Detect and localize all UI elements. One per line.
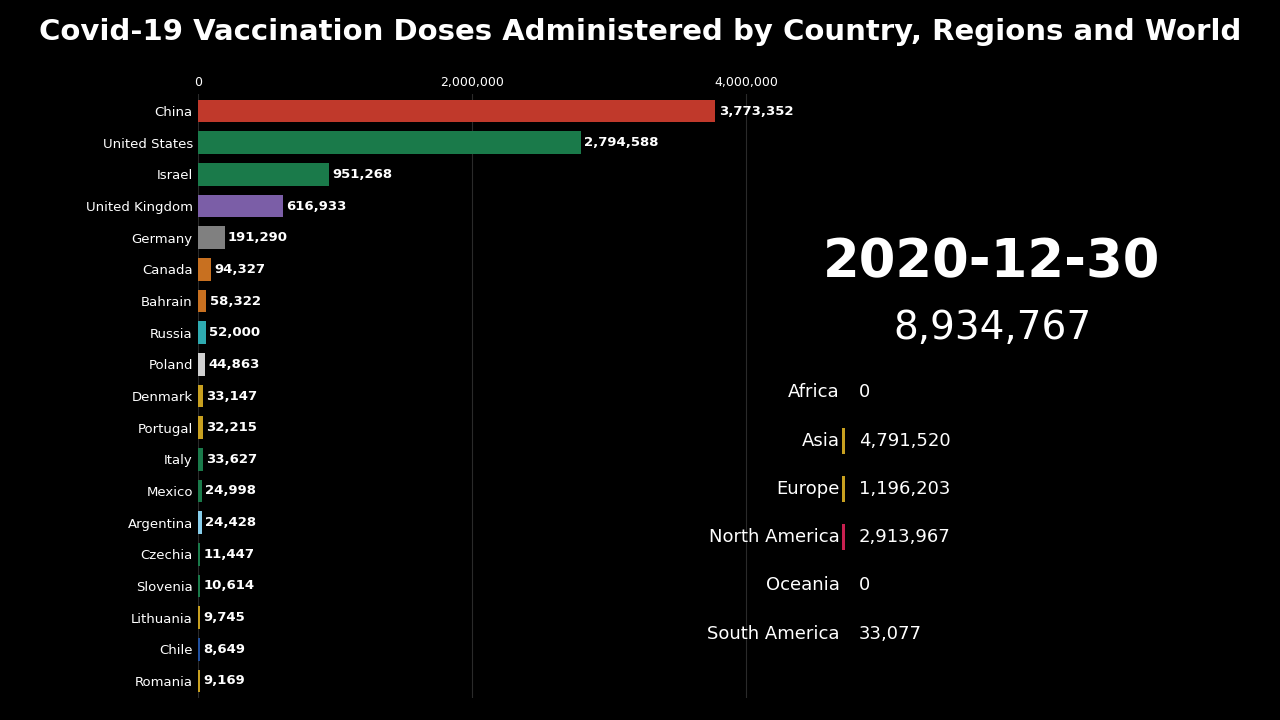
Text: 0: 0 — [859, 576, 870, 595]
Bar — [198, 480, 202, 503]
Bar — [198, 575, 200, 598]
Text: 9,169: 9,169 — [204, 675, 244, 688]
Text: 191,290: 191,290 — [228, 231, 288, 244]
Text: 2,794,588: 2,794,588 — [585, 136, 659, 149]
Text: Europe: Europe — [776, 480, 840, 498]
Text: 33,077: 33,077 — [859, 624, 922, 642]
Text: 2020-12-30: 2020-12-30 — [823, 237, 1161, 289]
Bar — [198, 543, 200, 566]
Bar — [198, 448, 204, 471]
Text: 4,791,520: 4,791,520 — [859, 431, 951, 449]
Text: 9,745: 9,745 — [204, 611, 244, 624]
Text: 2,913,967: 2,913,967 — [859, 528, 951, 546]
Text: 33,147: 33,147 — [206, 390, 257, 402]
Bar — [198, 226, 224, 249]
Bar — [198, 258, 211, 281]
Text: 11,447: 11,447 — [204, 548, 255, 561]
Bar — [198, 353, 205, 376]
Text: 44,863: 44,863 — [207, 358, 260, 371]
Text: Oceania: Oceania — [765, 576, 840, 595]
Text: 52,000: 52,000 — [209, 326, 260, 339]
Text: 33,627: 33,627 — [206, 453, 257, 466]
Text: Africa: Africa — [788, 383, 840, 401]
Bar — [198, 289, 206, 312]
Text: 58,322: 58,322 — [210, 294, 261, 307]
Text: 24,998: 24,998 — [205, 485, 256, 498]
Bar — [198, 194, 283, 217]
Text: 616,933: 616,933 — [287, 199, 347, 212]
Bar — [198, 606, 200, 629]
Text: 8,649: 8,649 — [204, 643, 244, 656]
Text: 3,773,352: 3,773,352 — [719, 104, 794, 117]
Bar — [198, 416, 202, 439]
Text: 0: 0 — [859, 383, 870, 401]
Text: 32,215: 32,215 — [206, 421, 257, 434]
Text: 951,268: 951,268 — [332, 168, 392, 181]
Text: South America: South America — [707, 624, 840, 642]
Text: Covid-19 Vaccination Doses Administered by Country, Regions and World: Covid-19 Vaccination Doses Administered … — [38, 18, 1242, 46]
Bar — [198, 384, 204, 408]
Bar — [198, 163, 329, 186]
Bar — [198, 321, 206, 344]
Text: North America: North America — [709, 528, 840, 546]
Text: 24,428: 24,428 — [205, 516, 256, 529]
Bar — [198, 511, 202, 534]
Text: 10,614: 10,614 — [204, 580, 255, 593]
Text: Asia: Asia — [801, 431, 840, 449]
Text: 94,327: 94,327 — [215, 263, 266, 276]
Text: 8,934,767: 8,934,767 — [893, 309, 1091, 346]
Text: 1,196,203: 1,196,203 — [859, 480, 950, 498]
Bar — [198, 99, 716, 122]
Bar — [198, 131, 581, 154]
